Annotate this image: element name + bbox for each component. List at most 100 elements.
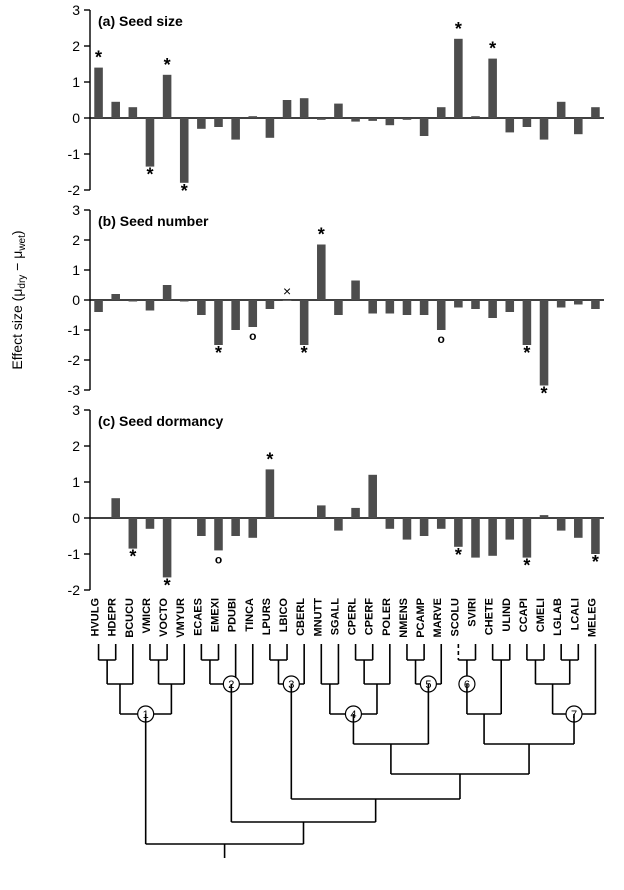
bar-seed-number-CMELI [540, 300, 549, 386]
bar-seed-number-PCAMP [420, 300, 429, 315]
bar-seed-number-BCUCU [129, 300, 138, 302]
bar-seed-number-HDEPR [111, 294, 120, 300]
bar-seed-dormancy-CPERF [368, 475, 377, 518]
bar-seed-dormancy-EMEXI [214, 518, 223, 550]
bar-seed-number-VMYUR [180, 300, 189, 302]
species-label-POLER: POLER [381, 598, 393, 636]
y-tick-label: -2 [68, 582, 81, 598]
bar-seed-dormancy-SGALL [334, 518, 343, 531]
bar-seed-size-CMELI [540, 118, 549, 140]
bar-seed-size-SVIRI [471, 116, 480, 118]
species-label-CBERL: CBERL [295, 598, 307, 636]
bar-seed-number-SCOLU [454, 300, 463, 308]
species-label-PCAMP: PCAMP [415, 598, 427, 638]
species-label-PDUBI: PDUBI [227, 598, 239, 632]
y-tick-label: -1 [68, 146, 81, 162]
marker-*: * [181, 181, 188, 201]
bar-seed-number-LPURS [266, 300, 275, 309]
bar-seed-size-MELEG [591, 107, 600, 118]
bar-seed-size-CBERL [300, 98, 309, 118]
y-tick-label: -2 [68, 352, 81, 368]
bar-seed-number-CPERL [351, 281, 360, 301]
bar-seed-size-LBICO [283, 100, 292, 118]
y-axis-label: Effect size (μdry − μwet) [9, 230, 28, 369]
species-label-VMYUR: VMYUR [175, 598, 187, 638]
marker-o: o [438, 332, 445, 346]
panel-seed-dormancy: -2-10123(c) Seed dormancy**o**** [68, 402, 604, 598]
bar-seed-number-CCAPI [523, 300, 532, 345]
bar-seed-size-VMICR [146, 118, 155, 167]
bar-seed-size-CPERL [351, 118, 360, 122]
species-label-TINCA: TINCA [244, 598, 256, 632]
bar-seed-dormancy-PCAMP [420, 518, 429, 536]
y-tick-label: 0 [72, 292, 80, 308]
marker-*: * [318, 225, 325, 245]
y-tick-label: 0 [72, 510, 80, 526]
y-tick-label: 0 [72, 110, 80, 126]
bar-seed-dormancy-MARVE [437, 518, 446, 529]
marker-*: * [489, 39, 496, 59]
bar-seed-size-LPURS [266, 118, 275, 138]
bar-seed-size-VOCTO [163, 75, 172, 118]
species-label-NMENS: NMENS [398, 598, 410, 638]
bar-seed-dormancy-CMELI [540, 515, 549, 518]
bar-seed-dormancy-TINCA [248, 518, 257, 538]
species-label-CPERF: CPERF [364, 598, 376, 636]
species-label-BCUCU: BCUCU [124, 598, 136, 638]
bar-seed-number-HVULG [94, 300, 103, 312]
species-label-SGALL: SGALL [329, 598, 341, 636]
marker-*: * [541, 384, 548, 404]
bar-seed-dormancy-ECAES [197, 518, 206, 536]
bar-seed-size-SCOLU [454, 39, 463, 118]
marker-*: * [523, 343, 530, 363]
y-tick-label: 3 [72, 402, 80, 418]
species-label-MARVE: MARVE [432, 598, 444, 638]
bar-seed-number-LBICO [283, 300, 292, 301]
bar-seed-size-POLER [386, 118, 395, 125]
y-tick-label: 3 [72, 202, 80, 218]
bar-seed-number-NMENS [403, 300, 412, 315]
marker-*: * [129, 547, 136, 567]
y-tick-label: 1 [72, 474, 80, 490]
bar-seed-number-PDUBI [231, 300, 240, 330]
y-tick-label: 2 [72, 38, 80, 54]
marker-x: × [283, 283, 291, 299]
y-tick-label: 2 [72, 438, 80, 454]
bar-seed-number-POLER [386, 300, 395, 314]
y-tick-label: -3 [68, 382, 81, 398]
bar-seed-dormancy-HDEPR [111, 498, 120, 518]
bar-seed-size-PCAMP [420, 118, 429, 136]
bar-seed-dormancy-CCAPI [523, 518, 532, 558]
bar-seed-number-LCALI [574, 300, 583, 305]
panel-title: (a) Seed size [98, 13, 183, 29]
species-label-SCOLU: SCOLU [449, 598, 461, 637]
bar-seed-size-SGALL [334, 104, 343, 118]
bar-seed-number-CPERF [368, 300, 377, 314]
bar-seed-dormancy-VMICR [146, 518, 155, 529]
bar-seed-dormancy-ULIND [505, 518, 514, 540]
bar-seed-size-CCAPI [523, 118, 532, 127]
bar-seed-size-MARVE [437, 107, 446, 118]
bar-seed-size-EMEXI [214, 118, 223, 127]
figure-root: -2-10123(a) Seed size******-3-2-10123(b)… [0, 0, 624, 890]
y-tick-label: -1 [68, 322, 81, 338]
bar-seed-dormancy-LGLAB [557, 518, 566, 531]
bar-seed-size-BCUCU [129, 107, 138, 118]
bar-seed-dormancy-NMENS [403, 518, 412, 540]
bar-seed-number-VOCTO [163, 285, 172, 300]
species-label-MELEG: MELEG [586, 598, 598, 637]
bar-seed-number-LGLAB [557, 300, 566, 308]
y-tick-label: 1 [72, 262, 80, 278]
bar-seed-dormancy-POLER [386, 518, 395, 529]
species-label-CHETE: CHETE [484, 598, 496, 635]
bar-seed-number-ECAES [197, 300, 206, 315]
bar-seed-size-ECAES [197, 118, 206, 129]
species-label-HVULG: HVULG [90, 598, 102, 637]
species-label-CCAPI: CCAPI [518, 598, 530, 632]
marker-*: * [164, 55, 171, 75]
bar-seed-size-CPERF [368, 118, 377, 121]
phylo-tree: 2356147 [99, 644, 596, 858]
species-label-EMEXI: EMEXI [210, 598, 222, 632]
species-label-ECAES: ECAES [192, 598, 204, 636]
bar-seed-size-LCALI [574, 118, 583, 134]
